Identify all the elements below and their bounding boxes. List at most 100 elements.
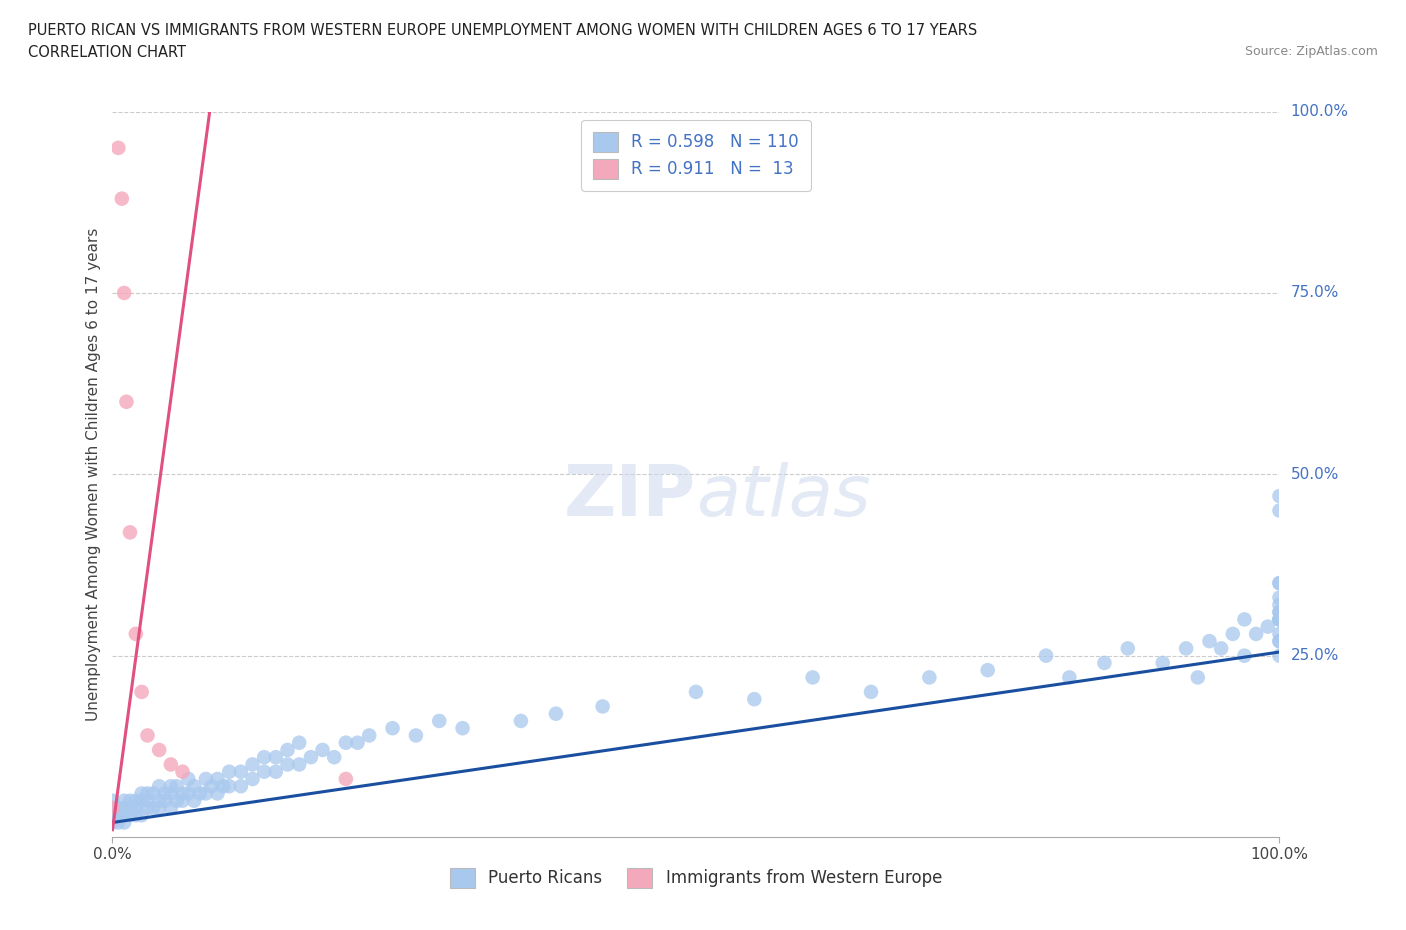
Text: atlas: atlas bbox=[696, 461, 870, 530]
Point bbox=[166, 793, 188, 808]
Point bbox=[335, 736, 357, 751]
Point bbox=[1268, 627, 1291, 642]
Point bbox=[1116, 641, 1139, 656]
Point bbox=[1268, 576, 1291, 591]
Point bbox=[131, 684, 153, 699]
Point bbox=[1059, 670, 1081, 684]
Point bbox=[118, 525, 141, 539]
Point bbox=[118, 793, 141, 808]
Point bbox=[131, 793, 153, 808]
Point bbox=[1268, 633, 1291, 648]
Point bbox=[1268, 612, 1291, 627]
Text: CORRELATION CHART: CORRELATION CHART bbox=[28, 45, 186, 60]
Point bbox=[160, 786, 183, 801]
Point bbox=[299, 750, 322, 764]
Point bbox=[183, 793, 205, 808]
Point bbox=[242, 772, 264, 787]
Point bbox=[1092, 656, 1115, 671]
Point bbox=[1268, 612, 1291, 627]
Point bbox=[288, 757, 311, 772]
Point bbox=[311, 742, 333, 757]
Point bbox=[112, 815, 135, 830]
Point bbox=[592, 699, 614, 714]
Point bbox=[118, 808, 141, 823]
Point bbox=[1268, 576, 1291, 591]
Point bbox=[101, 801, 124, 816]
Point bbox=[207, 772, 229, 787]
Point bbox=[207, 786, 229, 801]
Y-axis label: Unemployment Among Women with Children Ages 6 to 17 years: Unemployment Among Women with Children A… bbox=[86, 228, 101, 721]
Point bbox=[1268, 612, 1291, 627]
Point bbox=[1198, 633, 1220, 648]
Point bbox=[1268, 604, 1291, 619]
Point bbox=[111, 192, 134, 206]
Point bbox=[160, 778, 183, 793]
Text: 25.0%: 25.0% bbox=[1291, 648, 1339, 663]
Point bbox=[125, 627, 148, 642]
Point bbox=[194, 786, 217, 801]
Point bbox=[359, 728, 381, 743]
Point bbox=[1268, 604, 1291, 619]
Point bbox=[323, 750, 346, 764]
Point bbox=[242, 757, 264, 772]
Point bbox=[218, 778, 240, 793]
Point bbox=[148, 778, 170, 793]
Point bbox=[685, 684, 707, 699]
Point bbox=[112, 793, 135, 808]
Text: 100.0%: 100.0% bbox=[1291, 104, 1348, 119]
Point bbox=[160, 757, 183, 772]
Point bbox=[1268, 648, 1291, 663]
Point bbox=[544, 706, 567, 721]
Point bbox=[194, 772, 217, 787]
Point bbox=[107, 140, 129, 155]
Point bbox=[229, 778, 252, 793]
Point bbox=[1035, 648, 1057, 663]
Point bbox=[125, 793, 148, 808]
Point bbox=[276, 757, 298, 772]
Point bbox=[136, 728, 159, 743]
Text: 50.0%: 50.0% bbox=[1291, 467, 1339, 482]
Point bbox=[107, 801, 129, 816]
Point bbox=[112, 808, 135, 823]
Point bbox=[148, 742, 170, 757]
Point bbox=[509, 713, 531, 728]
Point bbox=[1187, 670, 1209, 684]
Point bbox=[1257, 619, 1279, 634]
Point bbox=[1244, 627, 1267, 642]
Point bbox=[276, 742, 298, 757]
Text: 75.0%: 75.0% bbox=[1291, 286, 1339, 300]
Point bbox=[1268, 633, 1291, 648]
Point bbox=[1175, 641, 1198, 656]
Point bbox=[976, 663, 998, 678]
Point bbox=[1152, 656, 1174, 671]
Point bbox=[405, 728, 427, 743]
Point bbox=[859, 684, 883, 699]
Point bbox=[212, 778, 235, 793]
Point bbox=[218, 764, 240, 779]
Point bbox=[253, 750, 276, 764]
Point bbox=[148, 801, 170, 816]
Point bbox=[1268, 503, 1291, 518]
Text: ZIP: ZIP bbox=[564, 461, 696, 530]
Point bbox=[1209, 641, 1232, 656]
Point bbox=[107, 808, 129, 823]
Point bbox=[451, 721, 474, 736]
Point bbox=[742, 692, 765, 707]
Point bbox=[131, 808, 153, 823]
Point bbox=[148, 793, 170, 808]
Point bbox=[153, 793, 176, 808]
Point bbox=[136, 801, 159, 816]
Point bbox=[166, 778, 188, 793]
Point bbox=[381, 721, 404, 736]
Point bbox=[288, 736, 311, 751]
Point bbox=[101, 815, 124, 830]
Point bbox=[172, 764, 194, 779]
Point bbox=[125, 801, 148, 816]
Point bbox=[177, 772, 200, 787]
Point bbox=[136, 786, 159, 801]
Point bbox=[201, 778, 224, 793]
Point bbox=[264, 764, 287, 779]
Point bbox=[177, 786, 200, 801]
Point bbox=[1268, 591, 1291, 605]
Text: PUERTO RICAN VS IMMIGRANTS FROM WESTERN EUROPE UNEMPLOYMENT AMONG WOMEN WITH CHI: PUERTO RICAN VS IMMIGRANTS FROM WESTERN … bbox=[28, 23, 977, 38]
